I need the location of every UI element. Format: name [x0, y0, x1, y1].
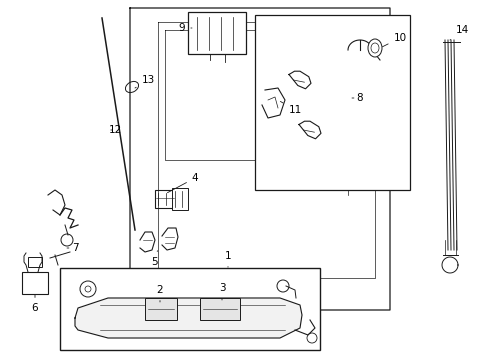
Text: 4: 4: [167, 173, 198, 193]
Bar: [145, 298, 177, 320]
Ellipse shape: [367, 39, 381, 57]
Ellipse shape: [370, 43, 378, 53]
Text: 9: 9: [178, 23, 192, 33]
Text: 6: 6: [32, 295, 38, 313]
Bar: [22, 272, 48, 294]
Text: 1: 1: [224, 251, 231, 267]
Text: 12: 12: [108, 125, 122, 135]
Text: 14: 14: [449, 25, 468, 40]
Text: 7: 7: [67, 243, 78, 253]
Bar: [28, 257, 42, 267]
Text: 5: 5: [151, 251, 158, 267]
Bar: [187, 12, 245, 54]
Bar: [60, 268, 319, 350]
Text: 10: 10: [382, 33, 406, 47]
Bar: [200, 298, 240, 320]
Text: 13: 13: [135, 75, 154, 88]
Polygon shape: [75, 298, 302, 338]
Text: 3: 3: [218, 283, 225, 300]
Text: 2: 2: [156, 285, 163, 302]
Ellipse shape: [125, 81, 138, 93]
Bar: [254, 15, 409, 190]
Bar: [155, 190, 175, 208]
Bar: [172, 188, 187, 210]
Text: 11: 11: [280, 102, 301, 115]
Text: 8: 8: [351, 93, 363, 103]
